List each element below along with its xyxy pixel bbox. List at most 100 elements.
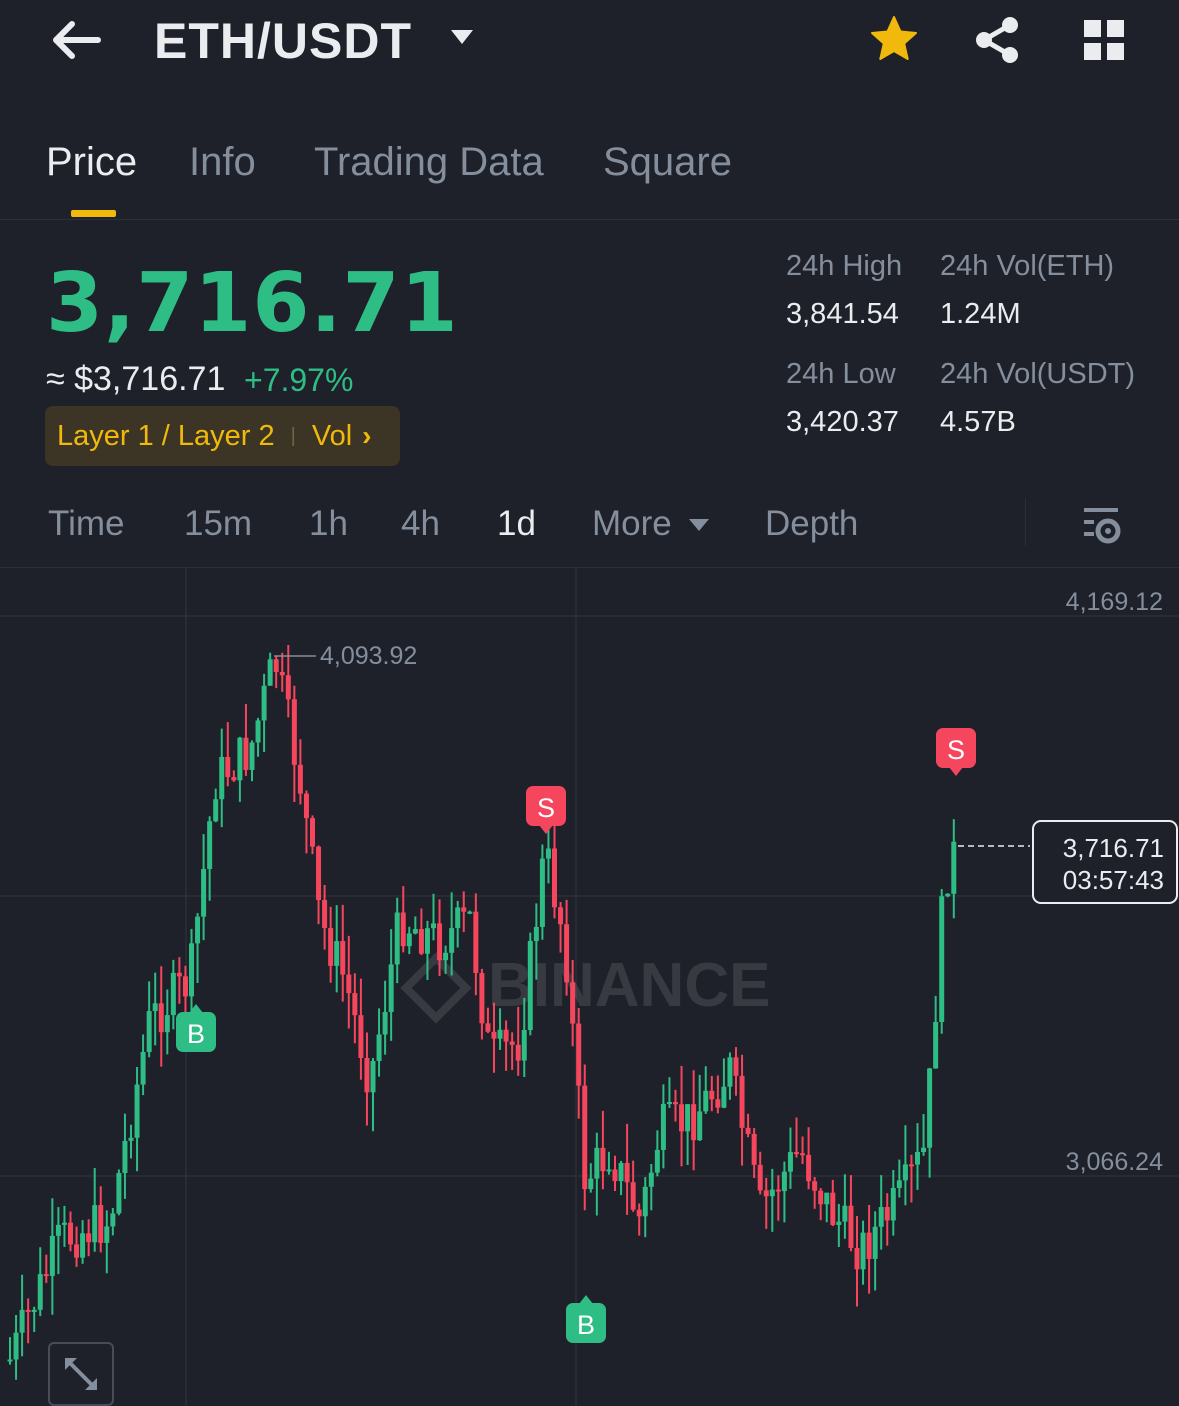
candlestick-chart[interactable]: BINANCE 4,169.12 3,066.24 4,093.92 3,716… [0, 568, 1179, 1406]
candle-body [182, 976, 188, 997]
candle-body [824, 1192, 830, 1205]
candle-body [915, 1152, 920, 1165]
candle-body [152, 1003, 158, 1012]
interval-15m[interactable]: 15m [184, 504, 253, 543]
interval-1h[interactable]: 1h [309, 504, 348, 543]
candle-body [757, 1164, 763, 1191]
candle-body [533, 926, 539, 942]
candle-body [473, 911, 479, 974]
candle-body [176, 972, 182, 977]
star-icon[interactable] [866, 12, 922, 68]
candle-body [443, 952, 449, 961]
tag-separator: | [290, 424, 296, 447]
candle-body [769, 1189, 775, 1197]
grid-icon[interactable] [1078, 14, 1130, 66]
vol-eth-value: 1.24M [940, 298, 1021, 330]
high-value: 3,841.54 [786, 298, 899, 330]
interval-4h[interactable]: 4h [401, 504, 440, 543]
svg-text:B: B [577, 1310, 595, 1340]
candle-body [612, 1169, 618, 1182]
candle-body [170, 972, 176, 1016]
candle-body [74, 1244, 80, 1258]
candle-body [878, 1207, 884, 1227]
candle-body [225, 756, 231, 778]
share-icon[interactable] [970, 12, 1026, 68]
vol-label: Vol [311, 419, 353, 452]
last-price: 3,716.71 [46, 256, 459, 351]
candle-body [382, 1011, 388, 1035]
candle-body [424, 928, 430, 954]
buy-marker[interactable]: B [566, 1295, 606, 1343]
buy-marker[interactable]: B [176, 1004, 216, 1052]
candle-body [146, 1011, 152, 1053]
candle-body [400, 912, 406, 947]
interval-1d[interactable]: 1d [497, 504, 536, 543]
candle-body [818, 1190, 824, 1205]
expand-icon[interactable] [48, 1342, 114, 1406]
candle-body [921, 1147, 927, 1153]
chart-settings-icon[interactable] [1080, 504, 1124, 548]
interval-more[interactable]: More [592, 504, 672, 543]
candle-body [866, 1232, 872, 1259]
candle-body [812, 1181, 818, 1191]
interval-depth[interactable]: Depth [765, 504, 859, 543]
current-price-box [1032, 820, 1178, 904]
back-arrow-icon[interactable] [44, 10, 108, 70]
candle-body [412, 929, 418, 934]
candle-body [455, 907, 461, 929]
candle-body [872, 1226, 878, 1259]
candle-body [195, 916, 201, 944]
candle-body [660, 1103, 666, 1150]
candle-body [128, 1137, 134, 1141]
candle-body [933, 1022, 939, 1069]
candle-body [134, 1084, 140, 1138]
candle-body [642, 1186, 648, 1217]
candle-body [497, 1029, 503, 1039]
category-label: Layer 1 / Layer 2 [57, 419, 275, 452]
pair-title[interactable]: ETH/USDT [154, 13, 412, 69]
candle-body [13, 1332, 19, 1360]
candle-body [340, 941, 346, 975]
candle-body [787, 1152, 793, 1172]
candle-body [679, 1104, 685, 1132]
candle-body [189, 943, 194, 997]
candle-body [763, 1190, 769, 1197]
candle-body [552, 848, 557, 908]
candle-body [606, 1169, 612, 1172]
candle-body [261, 685, 267, 721]
y-axis-label-top: 4,169.12 [1066, 588, 1163, 616]
candle-body [370, 1061, 376, 1093]
candle-body [231, 777, 237, 781]
candle-body [431, 923, 436, 929]
candle-body [673, 1102, 678, 1105]
candle-body [334, 941, 340, 966]
candle-body [842, 1205, 848, 1222]
candle-body [122, 1140, 128, 1174]
candle-body [140, 1052, 146, 1085]
sell-marker[interactable]: S [526, 786, 566, 834]
candle-body [951, 841, 957, 894]
category-tag[interactable]: Layer 1 / Layer 2 | Vol › [45, 406, 400, 466]
candle-body [636, 1209, 642, 1217]
candle-body [346, 974, 352, 994]
sell-marker[interactable]: S [936, 728, 976, 776]
tab-info[interactable]: Info [189, 140, 256, 184]
candle-body [297, 764, 303, 794]
candle-body [249, 742, 255, 771]
caret-down-icon[interactable] [688, 518, 710, 532]
candle-body [927, 1068, 933, 1148]
candle-body [588, 1178, 594, 1190]
chevron-down-icon[interactable] [446, 22, 478, 52]
candle-body [515, 1044, 521, 1061]
tab-price[interactable]: Price [46, 140, 138, 184]
interval-time[interactable]: Time [48, 504, 125, 543]
candle-body [830, 1192, 836, 1225]
vol-usdt-label: 24h Vol(USDT) [940, 358, 1136, 390]
candle-body [727, 1057, 733, 1087]
candle-body [539, 858, 545, 927]
candle-body [939, 896, 945, 1023]
tab-square[interactable]: Square [603, 140, 732, 184]
candle-body [158, 1003, 164, 1033]
main-tabs: Price Info Trading Data Square [0, 120, 1179, 220]
tab-trading-data[interactable]: Trading Data [314, 140, 544, 184]
